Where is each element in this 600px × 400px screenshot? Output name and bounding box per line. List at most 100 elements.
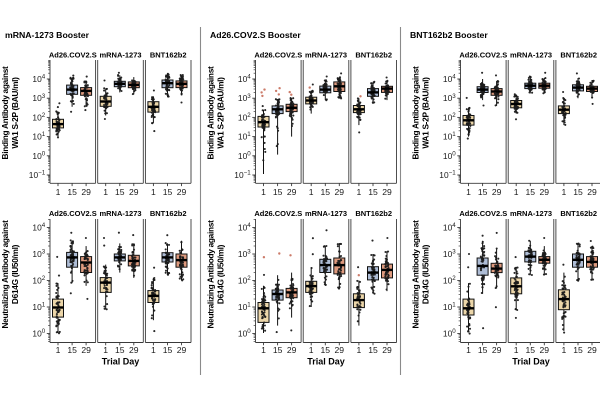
svg-text:104: 104 bbox=[443, 74, 456, 84]
svg-text:100: 100 bbox=[443, 150, 456, 160]
svg-text:1: 1 bbox=[56, 345, 61, 355]
svg-text:1: 1 bbox=[514, 345, 519, 355]
svg-text:BNT162b2: BNT162b2 bbox=[560, 209, 597, 218]
svg-text:WA1 S-2P (BAU/ml): WA1 S-2P (BAU/ml) bbox=[10, 77, 20, 149]
svg-text:15: 15 bbox=[478, 187, 488, 197]
svg-text:mRNA-1273: mRNA-1273 bbox=[305, 209, 347, 218]
svg-text:10−1: 10−1 bbox=[439, 170, 456, 180]
svg-text:mRNA-1273: mRNA-1273 bbox=[510, 209, 552, 218]
svg-text:Ad26.COV2.S: Ad26.COV2.S bbox=[459, 51, 507, 60]
svg-text:15: 15 bbox=[273, 345, 283, 355]
svg-text:29: 29 bbox=[382, 345, 392, 355]
svg-text:Ad26.COV2.S Booster: Ad26.COV2.S Booster bbox=[210, 30, 301, 40]
svg-text:Ad26.COV2.S: Ad26.COV2.S bbox=[459, 209, 507, 218]
svg-text:103: 103 bbox=[443, 249, 456, 259]
svg-text:29: 29 bbox=[177, 345, 187, 355]
svg-text:BNT162b2 Booster: BNT162b2 Booster bbox=[410, 30, 488, 40]
svg-text:15: 15 bbox=[478, 345, 488, 355]
svg-text:15: 15 bbox=[368, 345, 378, 355]
svg-text:Binding Antibody against: Binding Antibody against bbox=[411, 66, 421, 160]
svg-text:1: 1 bbox=[357, 345, 362, 355]
svg-text:100: 100 bbox=[238, 150, 251, 160]
svg-text:104: 104 bbox=[32, 74, 45, 84]
svg-text:Ad26.COV2.S: Ad26.COV2.S bbox=[254, 51, 302, 60]
svg-text:15: 15 bbox=[321, 187, 331, 197]
svg-text:1: 1 bbox=[261, 187, 266, 197]
svg-text:BNT162b2: BNT162b2 bbox=[355, 209, 392, 218]
svg-text:102: 102 bbox=[238, 112, 251, 122]
svg-text:1: 1 bbox=[309, 187, 314, 197]
svg-text:1: 1 bbox=[466, 345, 471, 355]
svg-text:101: 101 bbox=[443, 302, 456, 312]
svg-text:Ad26.COV2.S: Ad26.COV2.S bbox=[49, 51, 97, 60]
svg-text:29: 29 bbox=[492, 187, 502, 197]
svg-text:29: 29 bbox=[129, 345, 139, 355]
svg-text:15: 15 bbox=[321, 345, 331, 355]
svg-text:15: 15 bbox=[573, 345, 583, 355]
svg-text:15: 15 bbox=[163, 345, 173, 355]
svg-text:103: 103 bbox=[32, 93, 45, 103]
svg-text:mRNA-1273: mRNA-1273 bbox=[99, 51, 141, 60]
svg-text:1: 1 bbox=[309, 345, 314, 355]
svg-text:100: 100 bbox=[32, 150, 45, 160]
svg-text:D614G (IU50/ml): D614G (IU50/ml) bbox=[10, 244, 20, 304]
svg-text:102: 102 bbox=[443, 112, 456, 122]
svg-text:102: 102 bbox=[32, 275, 45, 285]
svg-text:29: 29 bbox=[129, 187, 139, 197]
svg-text:15: 15 bbox=[115, 345, 125, 355]
svg-text:102: 102 bbox=[443, 275, 456, 285]
svg-text:BNT162b2: BNT162b2 bbox=[355, 51, 392, 60]
svg-text:100: 100 bbox=[32, 328, 45, 338]
svg-text:1: 1 bbox=[562, 187, 567, 197]
svg-text:Ad26.COV2.S: Ad26.COV2.S bbox=[254, 209, 302, 218]
svg-text:1: 1 bbox=[151, 345, 156, 355]
svg-text:15: 15 bbox=[526, 187, 536, 197]
svg-text:1: 1 bbox=[261, 345, 266, 355]
svg-text:1: 1 bbox=[514, 187, 519, 197]
svg-text:102: 102 bbox=[32, 112, 45, 122]
svg-text:104: 104 bbox=[32, 222, 45, 232]
svg-text:15: 15 bbox=[368, 187, 378, 197]
svg-text:102: 102 bbox=[238, 275, 251, 285]
svg-text:10−1: 10−1 bbox=[234, 170, 251, 180]
svg-text:29: 29 bbox=[587, 187, 597, 197]
svg-text:29: 29 bbox=[540, 345, 550, 355]
svg-text:104: 104 bbox=[443, 222, 456, 232]
svg-text:29: 29 bbox=[540, 187, 550, 197]
svg-text:Binding Antibody against: Binding Antibody against bbox=[206, 66, 216, 160]
svg-text:mRNA-1273: mRNA-1273 bbox=[510, 51, 552, 60]
svg-text:29: 29 bbox=[587, 345, 597, 355]
svg-text:101: 101 bbox=[238, 131, 251, 141]
svg-text:103: 103 bbox=[238, 93, 251, 103]
svg-text:mRNA-1273: mRNA-1273 bbox=[305, 51, 347, 60]
svg-text:29: 29 bbox=[335, 187, 345, 197]
svg-text:15: 15 bbox=[67, 345, 77, 355]
svg-text:29: 29 bbox=[177, 187, 187, 197]
svg-text:100: 100 bbox=[238, 328, 251, 338]
svg-text:15: 15 bbox=[115, 187, 125, 197]
svg-text:Ad26.COV2.S: Ad26.COV2.S bbox=[49, 209, 97, 218]
svg-text:mRNA-1273: mRNA-1273 bbox=[99, 209, 141, 218]
svg-text:29: 29 bbox=[287, 187, 297, 197]
svg-text:D614G (IU50/ml): D614G (IU50/ml) bbox=[421, 244, 431, 304]
svg-text:15: 15 bbox=[67, 187, 77, 197]
svg-text:D614G (IU50/ml): D614G (IU50/ml) bbox=[216, 244, 226, 304]
svg-text:Trial Day: Trial Day bbox=[512, 357, 550, 367]
svg-text:WA1 S-2P (BAU/ml): WA1 S-2P (BAU/ml) bbox=[216, 77, 226, 149]
svg-text:29: 29 bbox=[492, 345, 502, 355]
svg-text:1: 1 bbox=[151, 187, 156, 197]
svg-text:15: 15 bbox=[573, 187, 583, 197]
svg-text:103: 103 bbox=[32, 249, 45, 259]
svg-text:100: 100 bbox=[443, 328, 456, 338]
svg-text:Neutralizing Antibody against: Neutralizing Antibody against bbox=[206, 220, 216, 329]
svg-text:15: 15 bbox=[526, 345, 536, 355]
svg-text:104: 104 bbox=[238, 74, 251, 84]
svg-text:103: 103 bbox=[238, 249, 251, 259]
svg-text:1: 1 bbox=[466, 187, 471, 197]
svg-text:29: 29 bbox=[81, 345, 91, 355]
svg-text:29: 29 bbox=[335, 345, 345, 355]
svg-text:104: 104 bbox=[238, 222, 251, 232]
svg-text:Binding Antibody against: Binding Antibody against bbox=[0, 66, 10, 160]
svg-text:15: 15 bbox=[163, 187, 173, 197]
svg-text:29: 29 bbox=[81, 187, 91, 197]
